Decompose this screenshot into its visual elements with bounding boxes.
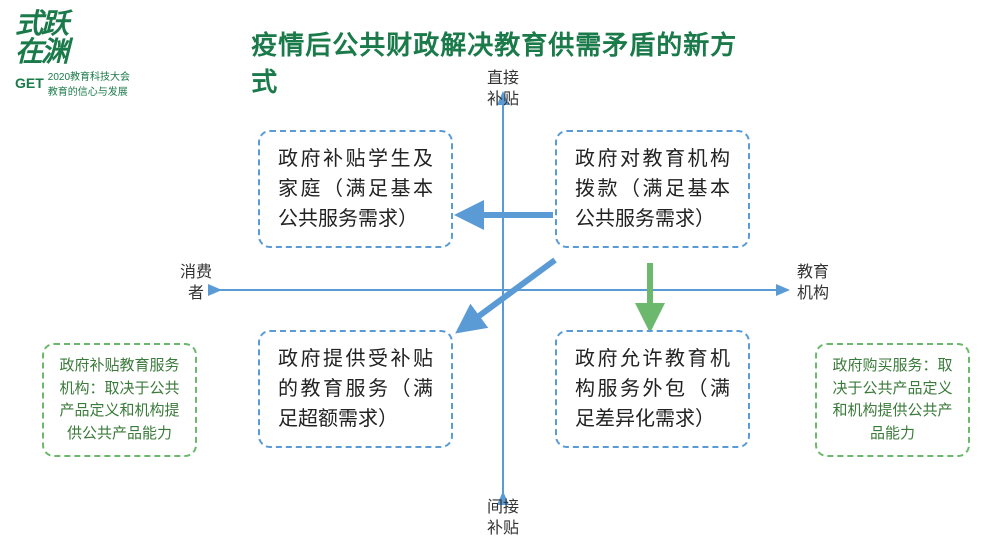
diagram-area: 直接 补贴 间接 补贴 消费 者 教育 机构 政府补贴学生及家庭（满足基本公共服… bbox=[0, 75, 1005, 555]
axis-label-left: 消费 者 bbox=[178, 263, 214, 305]
quadrant-bottom-left: 政府提供受补贴的教育服务（满足超额需求） bbox=[258, 330, 453, 448]
side-box-right: 政府购买服务：取决于公共产品定义和机构提供公共产品能力 bbox=[815, 343, 970, 457]
arrow-tr-to-bl bbox=[460, 260, 555, 330]
logo-area: 式跃 在渊 GET 2020教育科技大会 教育的信心与发展 bbox=[15, 10, 195, 70]
quadrant-top-left: 政府补贴学生及家庭（满足基本公共服务需求） bbox=[258, 130, 453, 248]
axis-label-top: 直接 补贴 bbox=[485, 69, 521, 111]
logo-brush-1: 式跃 bbox=[15, 10, 195, 38]
axis-label-bottom: 间接 补贴 bbox=[485, 498, 521, 540]
axis-label-right: 教育 机构 bbox=[795, 263, 831, 305]
quadrant-top-right: 政府对教育机构拨款（满足基本公共服务需求） bbox=[555, 130, 750, 248]
axes-svg bbox=[0, 75, 1005, 555]
logo-brush-2: 在渊 bbox=[15, 38, 195, 66]
quadrant-bottom-right: 政府允许教育机构服务外包（满足差异化需求） bbox=[555, 330, 750, 448]
side-box-left: 政府补贴教育服务机构：取决于公共产品定义和机构提供公共产品能力 bbox=[42, 343, 197, 457]
